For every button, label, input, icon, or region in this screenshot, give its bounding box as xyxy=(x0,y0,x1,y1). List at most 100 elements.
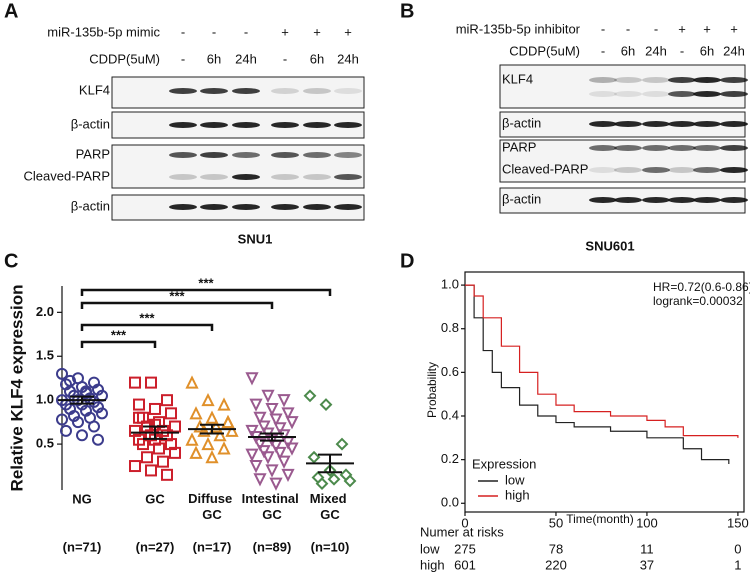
blot-band xyxy=(200,88,228,94)
point xyxy=(269,413,283,427)
legend-label: high xyxy=(505,487,530,502)
blot-band xyxy=(334,152,362,158)
y-tick-label: 0.8 xyxy=(441,320,459,335)
blot-band xyxy=(271,88,299,94)
point xyxy=(56,413,68,426)
treatment-sign: + xyxy=(730,21,738,36)
blot-band xyxy=(642,145,670,151)
blot-band xyxy=(271,152,299,158)
blot-band xyxy=(303,88,331,94)
y-tick-label: 1.0 xyxy=(36,392,54,407)
blot-band xyxy=(271,174,299,180)
plot-frame xyxy=(464,271,745,513)
blot-band xyxy=(303,174,331,180)
risk-value: 220 xyxy=(545,557,567,572)
row-label: β-actin xyxy=(502,115,541,130)
point xyxy=(64,374,76,387)
bracket xyxy=(80,323,214,331)
point xyxy=(257,445,271,459)
blot-band xyxy=(169,174,197,180)
x-tick-label: 150 xyxy=(727,515,749,530)
y-tick-label: 1.0 xyxy=(441,277,459,292)
point xyxy=(311,471,325,484)
blot-band xyxy=(614,145,642,151)
treatment-label: miR-135b-5p inhibitor xyxy=(456,21,581,36)
treatment-sign: - xyxy=(244,24,248,39)
x-tick-label: GC xyxy=(145,491,165,506)
blot-band xyxy=(693,145,721,151)
blot-band xyxy=(720,121,748,127)
time-label: 24h xyxy=(723,43,745,58)
point xyxy=(165,407,177,420)
point xyxy=(185,432,199,446)
x-tick-label: Diffuse GC xyxy=(188,491,236,522)
row-label: Cleaved-PARP xyxy=(502,161,588,176)
blot-band xyxy=(642,91,670,97)
y-tick-label: 0.5 xyxy=(36,436,54,451)
bracket xyxy=(80,301,274,309)
point xyxy=(141,451,153,464)
treatment-sign: - xyxy=(601,21,605,36)
significance: *** xyxy=(169,288,185,303)
blot-band xyxy=(589,167,617,173)
blot-box xyxy=(499,64,746,109)
blot-band xyxy=(589,91,617,97)
point xyxy=(323,464,337,477)
survival-curve xyxy=(465,284,730,464)
risk-value: 275 xyxy=(454,541,476,556)
blot-band xyxy=(169,204,197,210)
point xyxy=(253,438,267,452)
point xyxy=(169,420,181,433)
point xyxy=(261,389,275,404)
blot-band xyxy=(693,197,721,203)
x-tick-label: Mixed GC xyxy=(310,491,350,522)
blot-band xyxy=(614,77,642,83)
blot-band xyxy=(668,197,696,203)
risk-value: 11 xyxy=(640,541,654,556)
legend-title: Expression xyxy=(472,456,536,471)
blot-band xyxy=(614,121,642,127)
point xyxy=(245,448,259,462)
y-tick-label: 0.4 xyxy=(441,407,459,422)
point xyxy=(315,477,329,491)
y-tick-label: 0.6 xyxy=(441,364,459,379)
blot-band xyxy=(720,91,748,97)
blot-band xyxy=(303,204,331,210)
count-label: (n=89) xyxy=(253,539,292,554)
x-tick-label: 50 xyxy=(549,515,563,530)
treatment-sign: - xyxy=(181,24,185,39)
treatment-sign: - xyxy=(654,21,658,36)
count-label: (n=71) xyxy=(63,539,102,554)
annotation: HR=0.72(0.6-0.86) xyxy=(653,280,750,294)
legend-label: low xyxy=(505,472,525,487)
point xyxy=(249,460,263,474)
point xyxy=(56,367,68,380)
point xyxy=(96,407,108,420)
point xyxy=(209,419,223,433)
bracket xyxy=(80,340,157,348)
point xyxy=(185,375,199,389)
blot-band xyxy=(693,91,721,97)
point xyxy=(245,372,259,386)
time-label: - xyxy=(283,51,287,66)
blot-band xyxy=(200,122,228,128)
blot-band xyxy=(693,77,721,83)
cell-label: SNU601 xyxy=(585,238,634,253)
treatment-label: miR-135b-5p mimic xyxy=(47,24,160,39)
time-label: 6h xyxy=(207,51,221,66)
panel-letter: B xyxy=(400,0,414,22)
x-tick-label: 0 xyxy=(461,515,468,530)
bracket xyxy=(80,288,332,296)
blot-band xyxy=(200,174,228,180)
blot-band xyxy=(614,167,642,173)
blot-band xyxy=(232,204,260,210)
blot-band xyxy=(642,197,670,203)
panel-letter: A xyxy=(4,0,18,22)
cddp-label: CDDP(5uM) xyxy=(509,43,580,58)
cddp-label: CDDP(5uM) xyxy=(89,51,160,66)
blot-band xyxy=(232,122,260,128)
significance: *** xyxy=(111,327,127,342)
row-label: KLF4 xyxy=(79,82,110,97)
point xyxy=(76,429,88,442)
count-label: (n=10) xyxy=(311,539,350,554)
